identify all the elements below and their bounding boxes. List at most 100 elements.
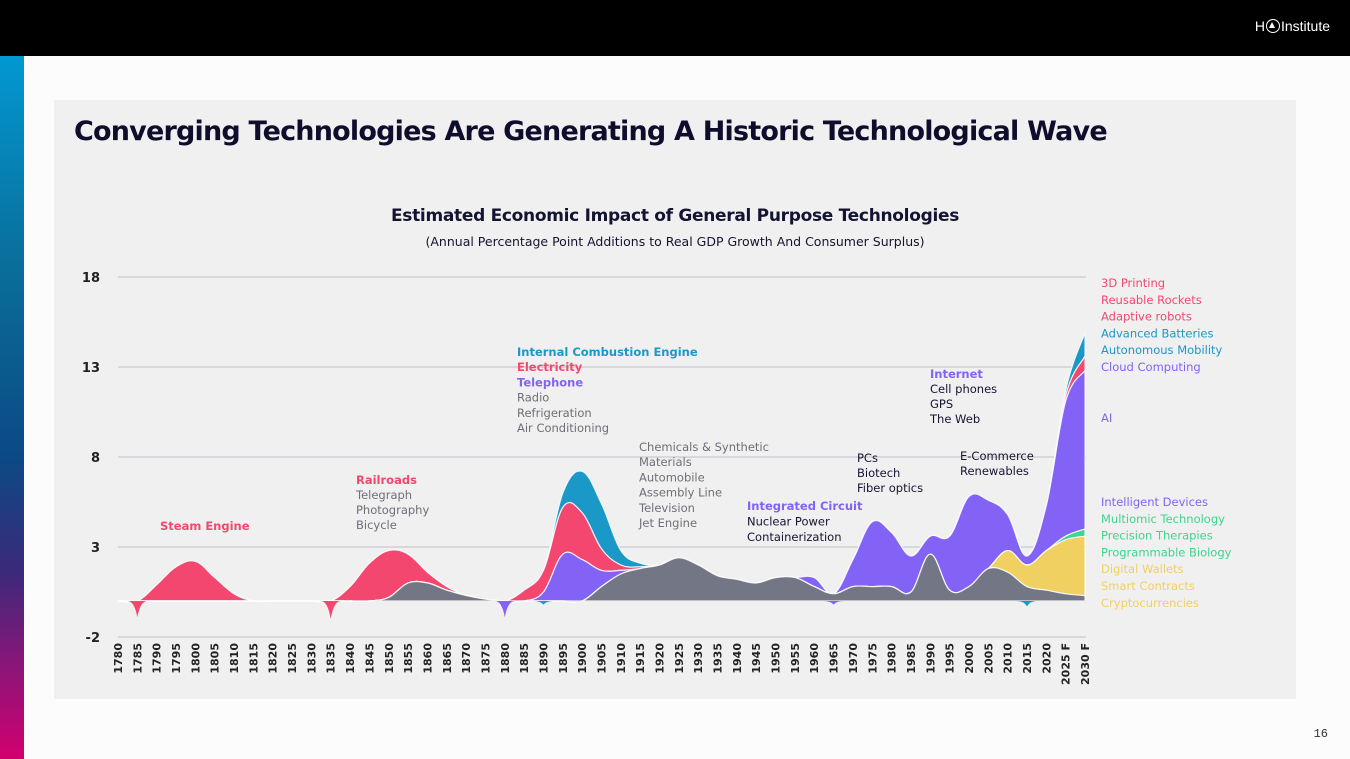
negative-dip-purple	[823, 601, 844, 605]
annotation-label: Telephone	[517, 375, 583, 389]
x-tick-label: 1840	[344, 643, 357, 674]
x-tick-label: 2010	[1002, 643, 1015, 674]
legend-item: Smart Contracts	[1101, 579, 1195, 593]
negative-dip-pink	[320, 601, 341, 619]
annotation-label: Integrated Circuit	[747, 499, 863, 513]
x-tick-label: 1950	[770, 643, 783, 674]
x-tick-label: 1825	[286, 643, 299, 674]
negative-dip-pink	[127, 601, 148, 618]
x-tick-label: 1965	[828, 643, 841, 674]
y-tick-label: 18	[82, 271, 100, 286]
x-tick-label: 1880	[499, 643, 512, 674]
legend-item: Autonomous Mobility	[1101, 343, 1223, 357]
x-tick-label: 1905	[596, 643, 609, 674]
x-tick-label: 1815	[247, 643, 260, 674]
x-tick-label: 1970	[847, 643, 860, 674]
x-tick-label: 1995	[944, 643, 957, 674]
logo-text-left: H	[1254, 18, 1265, 34]
x-tick-label: 1930	[692, 643, 705, 674]
x-tick-label: 1935	[712, 643, 725, 674]
annotation-label: PCs	[857, 451, 878, 465]
x-tick-label: 2020	[1040, 643, 1053, 674]
x-tick-label: 1925	[673, 643, 686, 674]
negative-dip-blue	[533, 601, 554, 605]
annotation-label: Nuclear Power	[747, 515, 830, 529]
chart-subtitle: (Annual Percentage Point Additions to Re…	[425, 234, 925, 249]
annotation-label: The Web	[929, 412, 980, 426]
annotation-label: Internal Combustion Engine	[517, 345, 698, 359]
legend-item: Intelligent Devices	[1101, 495, 1208, 509]
annotation-label: Renewables	[960, 464, 1029, 478]
annotation-group: Internal Combustion EngineElectricityTel…	[517, 345, 698, 435]
y-tick-label: -2	[86, 631, 100, 646]
annotation-label: Photography	[356, 503, 429, 517]
negative-dip-blue	[1016, 601, 1037, 607]
annotation-group: Chemicals & SyntheticMaterialsAutomobile…	[638, 440, 769, 530]
annotation-label: Steam Engine	[160, 519, 250, 533]
x-tick-label: 1955	[789, 643, 802, 674]
annotation-label: Cell phones	[930, 382, 997, 396]
area-gray	[118, 553, 1086, 603]
x-tick-label: 1790	[151, 643, 164, 674]
x-tick-label: 1830	[305, 643, 318, 674]
annotation-label: GPS	[930, 397, 953, 411]
x-tick-label: 2015	[1021, 643, 1034, 674]
legend-item: Precision Therapies	[1101, 529, 1213, 543]
logo-ring-icon	[1265, 19, 1280, 33]
x-tick-label: 1845	[363, 643, 376, 674]
negative-dip-purple	[494, 601, 515, 618]
annotation-group: Steam Engine	[160, 519, 250, 533]
annotation-label: Assembly Line	[639, 486, 722, 500]
x-tick-label: 1865	[441, 643, 454, 674]
annotation-label: Fiber optics	[857, 481, 923, 495]
top-bar: H Institute	[0, 0, 1350, 56]
annotation-label: Chemicals & Synthetic	[639, 440, 769, 454]
legend-item: Multiomic Technology	[1101, 512, 1225, 526]
annotation-label: Electricity	[517, 360, 583, 374]
x-tick-label: 1945	[750, 643, 763, 674]
legend-item: Digital Wallets	[1101, 562, 1184, 576]
x-tick-label: 1855	[402, 643, 415, 674]
annotations: Steam Engine RailroadsTelegraphPhotograph…	[160, 345, 1034, 544]
y-axis-ticks: 18 13 8 3 -2	[82, 271, 100, 646]
x-axis-ticks: 1780 1785 1790 1795 1800 1805 1810 1815 1820 1825…	[112, 643, 1092, 685]
x-tick-label: 1915	[634, 643, 647, 674]
page-number: 16	[1313, 727, 1328, 741]
x-tick-label: 1820	[267, 643, 280, 674]
legend-item: Cryptocurrencies	[1101, 596, 1199, 610]
annotation-label: Biotech	[857, 466, 900, 480]
x-tick-label: 1895	[557, 643, 570, 674]
series-areas	[117, 332, 1086, 619]
chart-title: Estimated Economic Impact of General Pur…	[390, 206, 960, 226]
x-tick-label: 1960	[808, 643, 821, 674]
legend: 3D Printing Reusable Rockets Adaptive robo…	[1101, 276, 1232, 610]
x-tick-label: 1785	[131, 643, 144, 674]
logo-text-right: Institute	[1280, 18, 1330, 34]
annotation-label: Television	[638, 501, 695, 515]
annotation-label: Bicycle	[356, 518, 397, 532]
y-tick-label: 13	[82, 361, 100, 376]
y-tick-label: 8	[91, 451, 100, 466]
annotation-group: Integrated Circuit Nuclear PowerContainer…	[747, 499, 863, 544]
x-tick-label: 1850	[383, 643, 396, 674]
legend-item: Programmable Biology	[1101, 545, 1232, 559]
x-tick-label: 1875	[479, 643, 492, 674]
x-tick-label: 1800	[189, 643, 202, 674]
y-tick-label: 3	[91, 541, 100, 556]
x-tick-label: 1835	[325, 643, 338, 674]
annotation-label: Materials	[639, 455, 692, 469]
legend-item: Advanced Batteries	[1101, 326, 1213, 340]
annotation-label: Refrigeration	[517, 406, 592, 420]
annotation-label: Railroads	[356, 473, 417, 487]
x-tick-label: 1860	[421, 643, 434, 674]
annotation-label: Telegraph	[355, 488, 412, 502]
x-tick-label: 1780	[112, 643, 125, 674]
page-title: Converging Technologies Are Generating A…	[74, 116, 1108, 147]
annotation-label: Automobile	[639, 470, 705, 484]
x-tick-label: 1985	[905, 643, 918, 674]
legend-item: Cloud Computing	[1101, 360, 1201, 374]
legend-item-ai: AI	[1101, 411, 1112, 425]
